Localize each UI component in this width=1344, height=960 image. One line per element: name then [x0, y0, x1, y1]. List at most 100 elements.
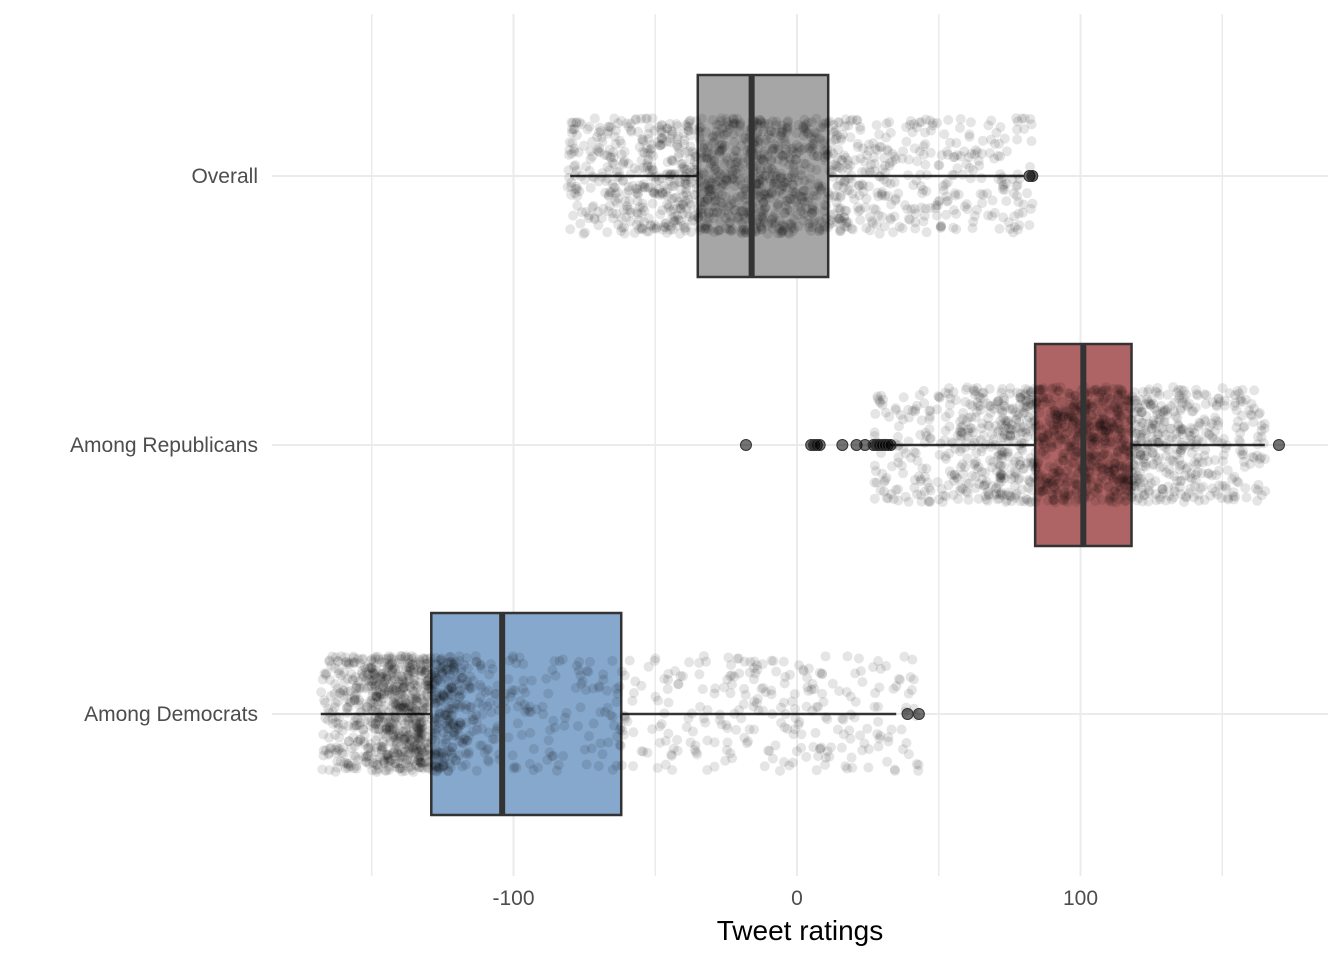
- data-point: [918, 149, 929, 160]
- data-point: [697, 188, 708, 199]
- data-point: [585, 154, 596, 165]
- data-point: [688, 214, 699, 225]
- data-point: [963, 494, 974, 505]
- data-point: [485, 658, 496, 669]
- data-point: [632, 196, 643, 207]
- data-point: [1175, 403, 1186, 414]
- data-point: [703, 207, 714, 218]
- data-point: [665, 125, 676, 136]
- data-point: [973, 155, 984, 166]
- data-point: [682, 208, 693, 219]
- data-point: [693, 221, 704, 232]
- data-point: [602, 227, 613, 238]
- data-point: [659, 708, 670, 719]
- data-point: [800, 203, 811, 214]
- data-point: [642, 147, 653, 158]
- data-point: [699, 143, 710, 154]
- data-point: [827, 165, 838, 176]
- data-point: [760, 170, 771, 181]
- data-point: [685, 154, 696, 165]
- data-point: [694, 126, 705, 137]
- data-point: [1092, 488, 1103, 499]
- data-point: [804, 179, 815, 190]
- data-point: [775, 228, 786, 239]
- data-point: [856, 179, 867, 190]
- data-point: [842, 185, 853, 196]
- data-point: [442, 674, 453, 685]
- data-point: [597, 749, 608, 760]
- data-point: [760, 202, 771, 213]
- data-point: [585, 182, 596, 193]
- data-point: [997, 407, 1008, 418]
- data-point: [1228, 487, 1239, 498]
- data-point: [876, 188, 887, 199]
- data-point: [932, 117, 943, 128]
- data-point: [969, 389, 980, 400]
- data-point: [652, 137, 663, 148]
- data-point: [810, 132, 821, 143]
- data-point: [714, 148, 725, 159]
- data-point: [904, 214, 915, 225]
- data-point: [628, 761, 639, 772]
- data-point: [680, 187, 691, 198]
- data-point: [903, 436, 914, 447]
- data-point: [920, 203, 931, 214]
- data-point: [588, 201, 599, 212]
- data-point: [372, 760, 383, 771]
- data-point: [564, 172, 575, 183]
- data-point: [791, 148, 802, 159]
- data-point: [845, 733, 856, 744]
- data-point: [897, 153, 908, 164]
- box-group-overall: [562, 73, 1039, 279]
- data-point: [511, 762, 522, 773]
- data-point: [677, 208, 688, 219]
- data-point: [951, 208, 962, 219]
- data-point: [779, 222, 790, 233]
- data-point: [816, 185, 827, 196]
- data-point: [668, 204, 679, 215]
- data-point: [845, 115, 856, 126]
- data-point: [809, 206, 820, 217]
- data-point: [414, 762, 425, 773]
- data-point: [638, 134, 649, 145]
- data-point: [886, 724, 897, 735]
- data-point: [767, 211, 778, 222]
- data-point: [1001, 495, 1012, 506]
- data-point: [816, 122, 827, 133]
- data-point: [606, 187, 617, 198]
- data-point: [753, 175, 764, 186]
- data-point: [952, 150, 963, 161]
- data-point: [727, 169, 738, 180]
- data-point: [725, 159, 736, 170]
- data-point: [657, 120, 668, 131]
- data-point: [695, 197, 706, 208]
- data-point: [775, 130, 786, 141]
- data-point: [963, 152, 974, 163]
- data-point: [756, 116, 767, 127]
- data-point: [938, 181, 949, 192]
- data-point: [702, 735, 713, 746]
- data-point: [667, 212, 678, 223]
- data-point: [786, 222, 797, 233]
- data-point: [1015, 392, 1026, 403]
- data-point: [725, 211, 736, 222]
- data-point: [771, 666, 782, 677]
- data-point: [942, 177, 953, 188]
- data-point: [726, 199, 737, 210]
- data-point: [1189, 427, 1200, 438]
- data-point: [925, 411, 936, 422]
- data-point: [1056, 415, 1067, 426]
- data-point: [785, 154, 796, 165]
- data-point: [683, 121, 694, 132]
- data-point: [759, 190, 770, 201]
- data-point: [778, 225, 789, 236]
- data-point: [776, 702, 787, 713]
- data-point: [982, 495, 993, 506]
- data-point: [911, 175, 922, 186]
- data-point: [941, 191, 952, 202]
- data-point: [1071, 478, 1082, 489]
- data-point: [810, 727, 821, 738]
- data-point: [639, 205, 650, 216]
- data-point: [586, 743, 597, 754]
- data-point: [1022, 494, 1033, 505]
